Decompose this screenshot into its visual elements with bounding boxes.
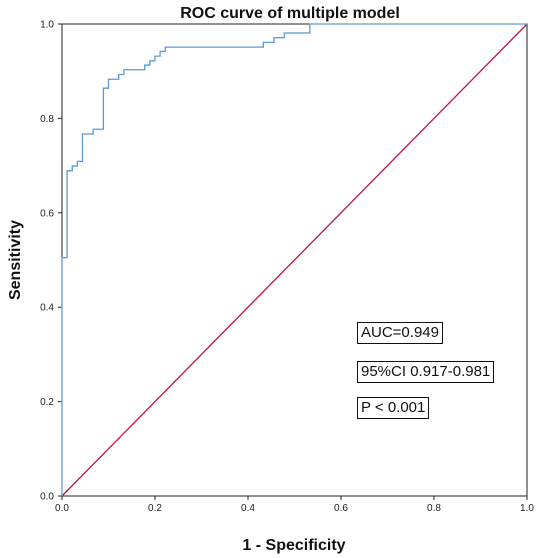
roc-curve-line bbox=[61, 23, 527, 496]
y-tick-label: 0.4 bbox=[40, 303, 54, 314]
x-tick-label: 0.8 bbox=[427, 503, 441, 514]
x-tick-label: 0.2 bbox=[148, 503, 162, 514]
x-tick-label: 0.0 bbox=[55, 503, 69, 514]
p-value-annotation: P < 0.001 bbox=[357, 397, 430, 419]
auc-annotation: AUC=0.949 bbox=[357, 322, 443, 344]
x-tick-label: 0.4 bbox=[241, 503, 255, 514]
y-axis-label: Sensitivity bbox=[7, 220, 24, 300]
x-tick-label: 1.0 bbox=[520, 503, 534, 514]
y-tick-label: 0.6 bbox=[40, 208, 54, 219]
y-tick-label: 0.2 bbox=[40, 397, 54, 408]
x-tick-label: 0.6 bbox=[334, 503, 348, 514]
y-tick-label: 0.0 bbox=[40, 492, 54, 503]
y-tick-label: 0.8 bbox=[40, 114, 54, 125]
chart-title: ROC curve of multiple model bbox=[180, 5, 400, 22]
x-axis-label: 1 - Specificity bbox=[242, 537, 345, 554]
reference-diagonal-line bbox=[61, 23, 528, 497]
ci-annotation: 95%CI 0.917-0.981 bbox=[357, 361, 495, 383]
y-tick-label: 1.0 bbox=[40, 20, 54, 31]
